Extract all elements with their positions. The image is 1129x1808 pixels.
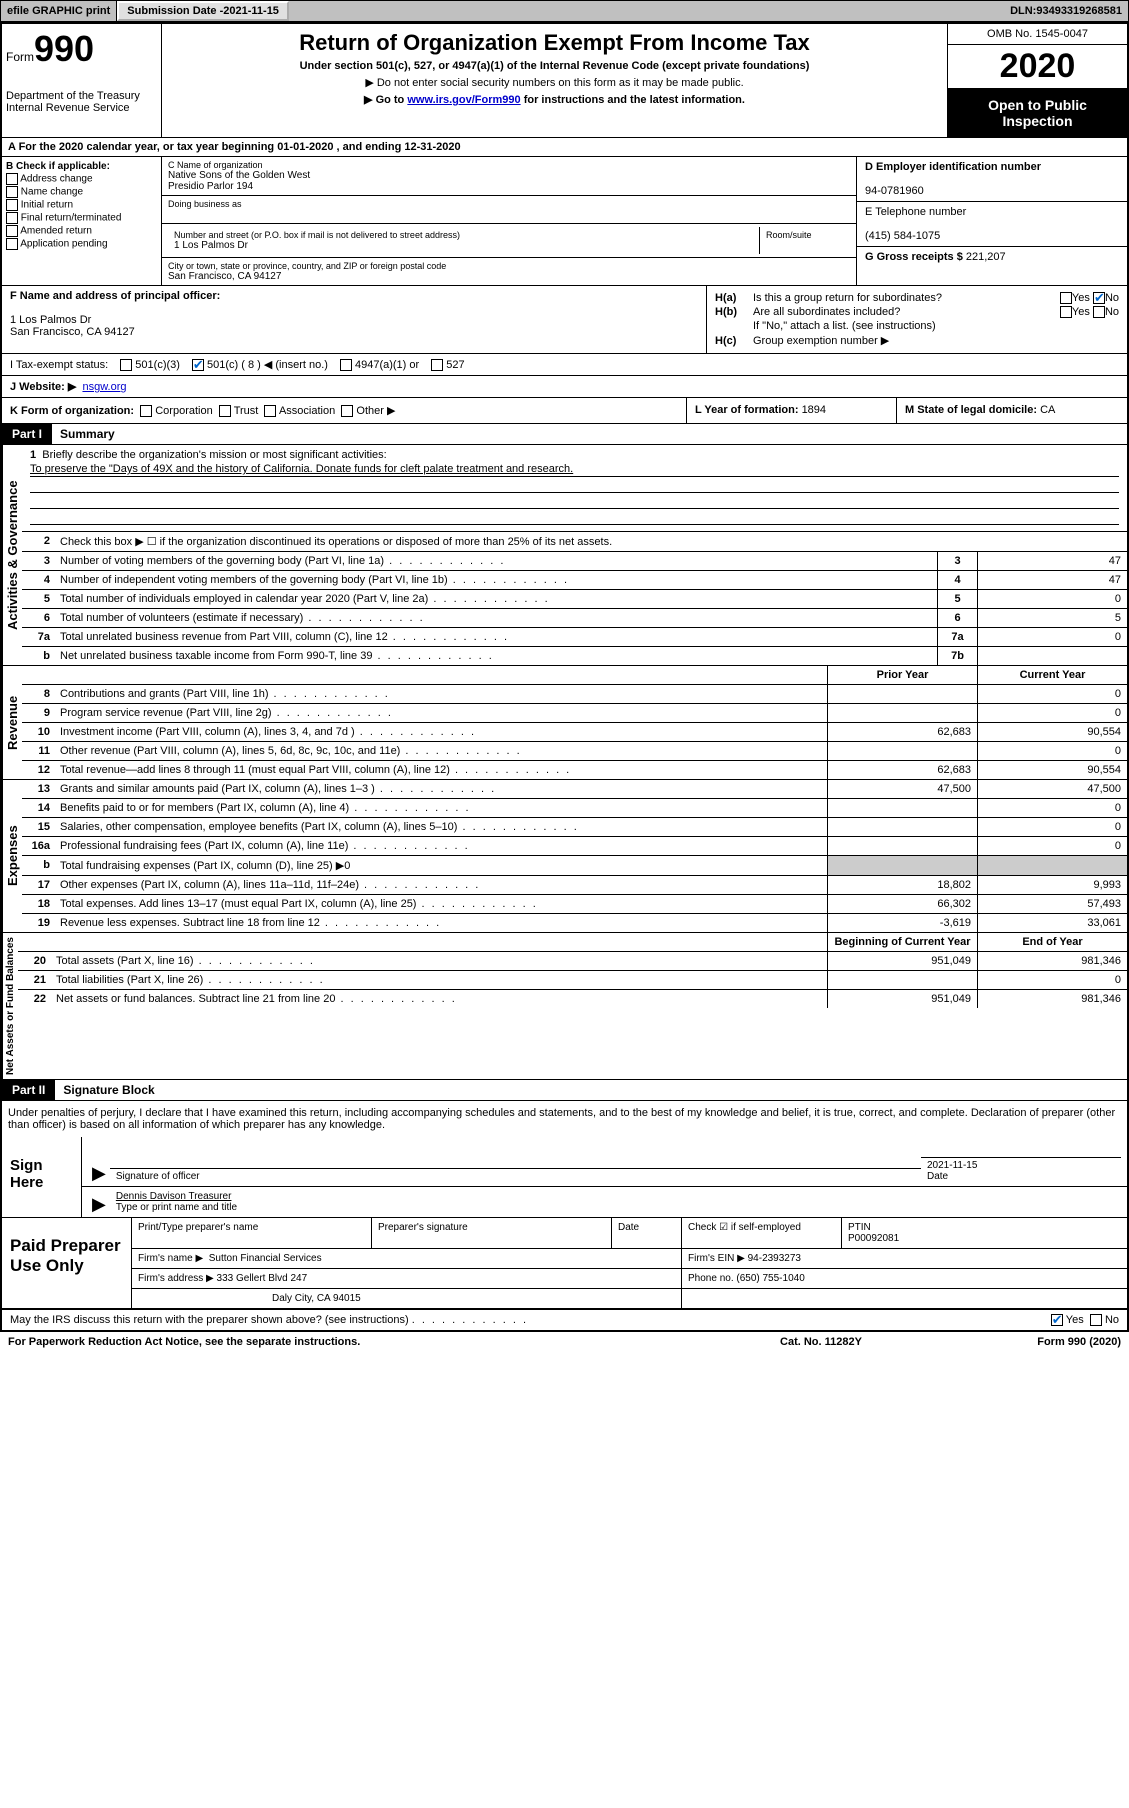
chk-amended[interactable]: Amended return [6, 225, 157, 237]
street-row: Number and street (or P.O. box if mail i… [162, 224, 856, 257]
data-line: 9Program service revenue (Part VIII, lin… [22, 704, 1127, 723]
data-line: 10Investment income (Part VIII, column (… [22, 723, 1127, 742]
data-line: 19Revenue less expenses. Subtract line 1… [22, 914, 1127, 932]
form-number: Form990 [6, 28, 157, 70]
goto-line: ▶ Go to www.irs.gov/Form990 for instruct… [168, 93, 941, 106]
gov-line: 6Total number of volunteers (estimate if… [22, 609, 1127, 628]
form-title: Return of Organization Exempt From Incom… [168, 30, 941, 56]
col-h-group: H(a) Is this a group return for subordin… [707, 286, 1127, 353]
top-bar: efile GRAPHIC print Submission Date - 20… [0, 0, 1129, 22]
k-row: K Form of organization: Corporation Trus… [2, 398, 1127, 424]
gov-line: bNet unrelated business taxable income f… [22, 647, 1127, 665]
section-expenses: Expenses 13Grants and similar amounts pa… [2, 780, 1127, 933]
chk-name-change[interactable]: Name change [6, 186, 157, 198]
data-line: 20Total assets (Part X, line 16)951,0499… [18, 952, 1127, 971]
sign-here-block: Sign Here ▶ Signature of officer 2021-11… [2, 1137, 1127, 1218]
mission-block: 1 Briefly describe the organization's mi… [22, 445, 1127, 531]
data-line: 15Salaries, other compensation, employee… [22, 818, 1127, 837]
data-line: 22Net assets or fund balances. Subtract … [18, 990, 1127, 1008]
data-line: 12Total revenue—add lines 8 through 11 (… [22, 761, 1127, 779]
ein-block: D Employer identification number 94-0781… [857, 157, 1127, 202]
penalty-text: Under penalties of perjury, I declare th… [2, 1101, 1127, 1137]
chk-527[interactable] [431, 359, 443, 371]
data-line: 21Total liabilities (Part X, line 26)0 [18, 971, 1127, 990]
paid-preparer-block: Paid Preparer Use Only Print/Type prepar… [2, 1218, 1127, 1309]
data-line: 13Grants and similar amounts paid (Part … [22, 780, 1127, 799]
pointer-icon: ▶ [88, 1194, 110, 1215]
vert-revenue: Revenue [2, 666, 22, 779]
block-bcd: B Check if applicable: Address change Na… [2, 157, 1127, 286]
discuss-no[interactable] [1090, 1314, 1102, 1326]
pointer-icon: ▶ [88, 1163, 110, 1184]
col-d-ein-phone: D Employer identification number 94-0781… [857, 157, 1127, 285]
ha-yes[interactable] [1060, 292, 1072, 304]
form-header: Form990 Department of the Treasury Inter… [2, 24, 1127, 138]
header-mid: Return of Organization Exempt From Incom… [162, 24, 947, 137]
chk-4947[interactable] [340, 359, 352, 371]
form-subtitle: Under section 501(c), 527, or 4947(a)(1)… [168, 60, 941, 72]
hb-no[interactable] [1093, 306, 1105, 318]
data-line: 11Other revenue (Part VIII, column (A), … [22, 742, 1127, 761]
header-right: OMB No. 1545-0047 2020 Open to Public In… [947, 24, 1127, 137]
k-form-org: K Form of organization: Corporation Trus… [2, 398, 687, 423]
discuss-row: May the IRS discuss this return with the… [2, 1309, 1127, 1330]
gov-line: 5Total number of individuals employed in… [22, 590, 1127, 609]
data-line: bTotal fundraising expenses (Part IX, co… [22, 856, 1127, 876]
ha-no[interactable] [1093, 292, 1105, 304]
website-row: J Website: ▶ nsgw.org [2, 376, 1127, 398]
col-b-checkboxes: B Check if applicable: Address change Na… [2, 157, 162, 285]
ssn-warning: ▶ Do not enter social security numbers o… [168, 76, 941, 89]
section-netassets: Net Assets or Fund Balances Beginning of… [2, 933, 1127, 1080]
mission-text: To preserve the "Days of 49X and the his… [30, 463, 1119, 477]
data-line: 16aProfessional fundraising fees (Part I… [22, 837, 1127, 856]
gov-line: 3Number of voting members of the governi… [22, 552, 1127, 571]
data-line: 17Other expenses (Part IX, column (A), l… [22, 876, 1127, 895]
phone-block: E Telephone number (415) 584-1075 [857, 202, 1127, 247]
col-f-officer: F Name and address of principal officer:… [2, 286, 707, 353]
m-state: M State of legal domicile: CA [897, 398, 1127, 423]
website-link[interactable]: nsgw.org [82, 381, 126, 393]
part2-header: Part II Signature Block [2, 1080, 1127, 1101]
vert-expenses: Expenses [2, 780, 22, 932]
header-left: Form990 Department of the Treasury Inter… [2, 24, 162, 137]
efile-label: efile GRAPHIC print [1, 1, 117, 21]
page-footer: For Paperwork Reduction Act Notice, see … [0, 1332, 1129, 1352]
chk-address-change[interactable]: Address change [6, 173, 157, 185]
part1-header: Part I Summary [2, 424, 1127, 445]
block-fh: F Name and address of principal officer:… [2, 286, 1127, 354]
chk-initial-return[interactable]: Initial return [6, 199, 157, 211]
section-governance: Activities & Governance 1 Briefly descri… [2, 445, 1127, 666]
data-line: 8Contributions and grants (Part VIII, li… [22, 685, 1127, 704]
gov-line: 4Number of independent voting members of… [22, 571, 1127, 590]
submission-date-button[interactable]: Submission Date - 2021-11-15 [117, 1, 289, 21]
city-block: City or town, state or province, country… [162, 257, 856, 285]
gov-line: 7aTotal unrelated business revenue from … [22, 628, 1127, 647]
open-inspection: Open to Public Inspection [948, 89, 1127, 137]
irs-link[interactable]: www.irs.gov/Form990 [407, 94, 520, 106]
l-year-formation: L Year of formation: 1894 [687, 398, 897, 423]
chk-final-return[interactable]: Final return/terminated [6, 212, 157, 224]
row-a-tax-year: A For the 2020 calendar year, or tax yea… [2, 138, 1127, 157]
discuss-yes[interactable] [1051, 1314, 1063, 1326]
data-line: 14Benefits paid to or for members (Part … [22, 799, 1127, 818]
chk-501c3[interactable] [120, 359, 132, 371]
dln-label: DLN: 93493319268581 [1004, 1, 1128, 21]
data-line: 18Total expenses. Add lines 13–17 (must … [22, 895, 1127, 914]
chk-app-pending[interactable]: Application pending [6, 238, 157, 250]
form-990-container: Form990 Department of the Treasury Inter… [0, 22, 1129, 1332]
omb-number: OMB No. 1545-0047 [948, 24, 1127, 45]
tax-exempt-row: I Tax-exempt status: 501(c)(3) 501(c) ( … [2, 354, 1127, 376]
dba-block: Doing business as [162, 196, 856, 224]
org-name-block: C Name of organization Native Sons of th… [162, 157, 856, 196]
col-c-org-info: C Name of organization Native Sons of th… [162, 157, 857, 285]
gross-receipts: G Gross receipts $ 221,207 [857, 247, 1127, 285]
vert-governance: Activities & Governance [2, 445, 22, 665]
vert-netassets: Net Assets or Fund Balances [2, 933, 18, 1079]
chk-501c[interactable] [192, 359, 204, 371]
dept-treasury: Department of the Treasury Internal Reve… [6, 90, 157, 114]
tax-year: 2020 [948, 45, 1127, 89]
section-revenue: Revenue Prior Year Current Year 8Contrib… [2, 666, 1127, 780]
hb-yes[interactable] [1060, 306, 1072, 318]
